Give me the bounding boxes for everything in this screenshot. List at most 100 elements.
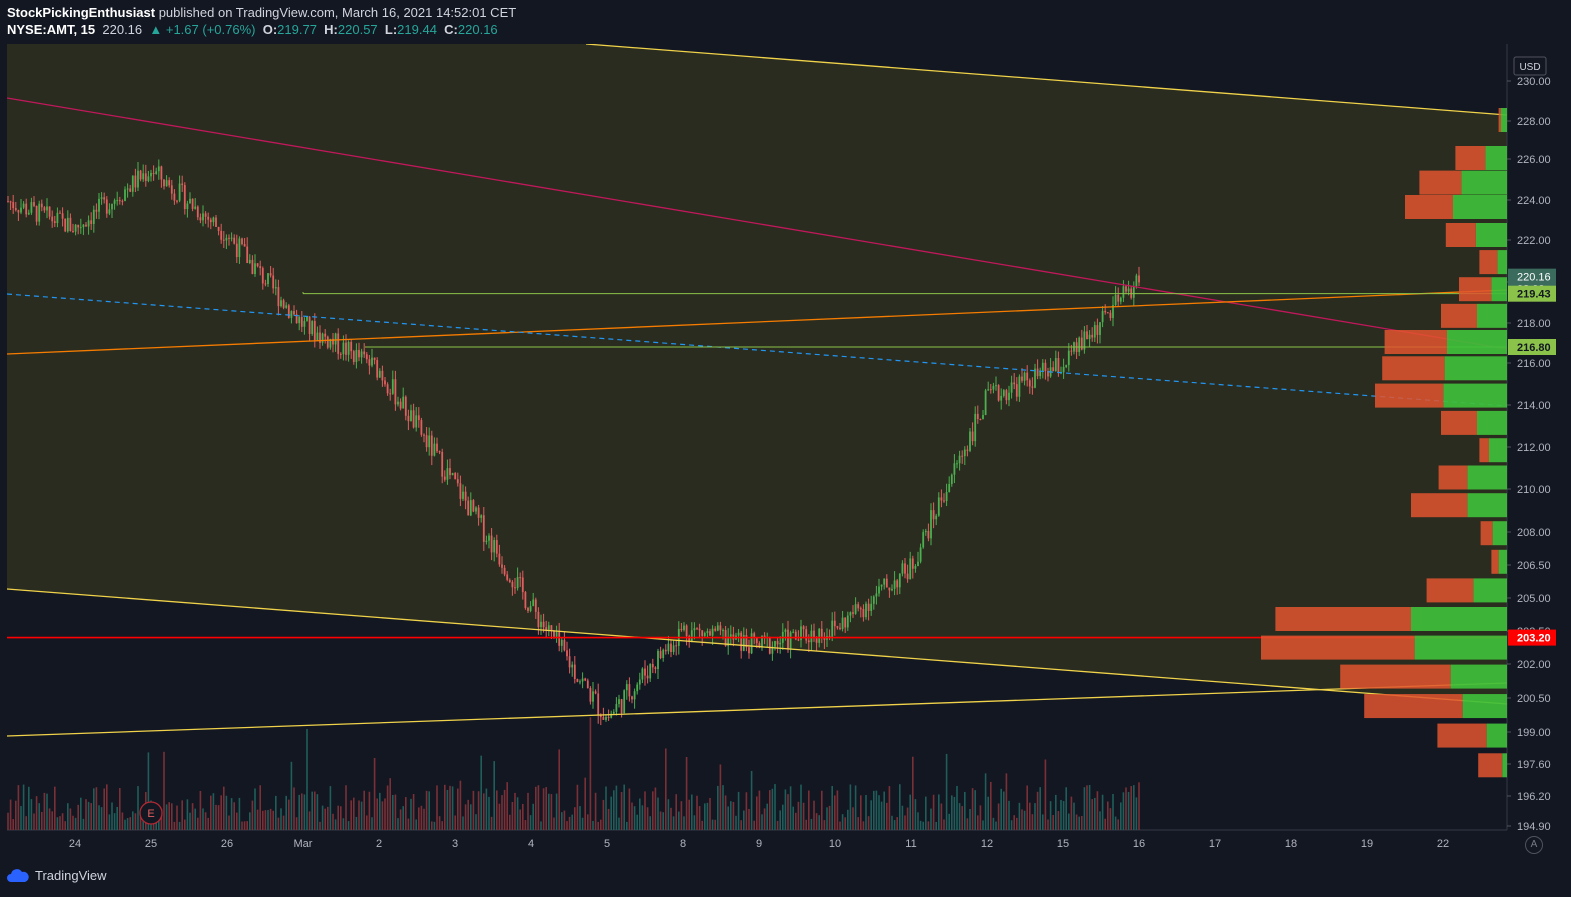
- volume-bar: [639, 798, 641, 830]
- level-label-box: [1508, 629, 1556, 646]
- candle: [675, 645, 678, 647]
- candle: [932, 510, 935, 520]
- volume-bar: [337, 805, 339, 830]
- candle: [454, 473, 457, 480]
- candle: [703, 633, 706, 636]
- volume-bar: [839, 821, 841, 830]
- candle: [581, 678, 584, 682]
- price-chart[interactable]: EUSD230.00228.00226.00224.00222.00220.00…: [0, 44, 1571, 860]
- volume-bar: [467, 799, 469, 830]
- volume-bar: [854, 785, 857, 830]
- candle: [521, 577, 524, 593]
- volume-bar: [342, 818, 345, 830]
- candle: [103, 197, 106, 200]
- candle: [693, 628, 696, 631]
- currency-badge[interactable]: [1513, 56, 1547, 76]
- volume-bar: [709, 797, 711, 830]
- volume-bar: [1055, 794, 1057, 830]
- volume-bar: [163, 751, 165, 830]
- volume-bar: [722, 785, 724, 830]
- candle: [995, 385, 997, 387]
- volume-bar: [405, 797, 407, 830]
- volume-bar: [995, 821, 997, 830]
- volume-bar: [386, 785, 389, 830]
- volume-bar: [672, 816, 675, 830]
- volume-bar: [522, 803, 524, 830]
- price-tick-label: 226.00: [1517, 154, 1551, 166]
- tradingview-logo[interactable]: TradingView: [7, 868, 107, 883]
- volume-bar: [589, 717, 592, 830]
- volume-bar: [1057, 811, 1060, 830]
- candle: [334, 333, 337, 345]
- volume-bar: [1101, 794, 1104, 830]
- vp-buy-bar: [1462, 694, 1507, 719]
- time-tick-label: 26: [221, 838, 233, 850]
- volume-bar: [802, 802, 805, 830]
- candle: [33, 202, 35, 206]
- time-axis[interactable]: 24 25 26 Mar 2 3 4 5 8 9 10 11 12 15 16 17 18 19 22: [69, 838, 1449, 850]
- symbol-label[interactable]: NYSE:AMT, 15: [7, 22, 96, 37]
- volume-bar: [191, 803, 194, 830]
- volume-bar: [904, 815, 906, 830]
- time-tick-label: 11: [905, 838, 916, 850]
- level-label-box: [1508, 339, 1556, 355]
- volume-bar: [891, 815, 893, 830]
- volume-bar: [756, 796, 758, 830]
- price-tick-label: 202.00: [1517, 659, 1551, 671]
- price-tick-label: 206.50: [1517, 560, 1551, 572]
- volume-bar: [246, 821, 248, 830]
- volume-bar: [527, 792, 529, 830]
- volume-bar: [501, 795, 503, 830]
- candle: [974, 413, 977, 442]
- volume-bar: [912, 756, 914, 830]
- volume-bar: [727, 806, 729, 830]
- candle: [165, 180, 168, 187]
- candle: [449, 468, 451, 476]
- volume-bar: [139, 816, 142, 830]
- volume-bar: [901, 805, 904, 830]
- volume-bar: [1094, 797, 1096, 830]
- low-label: L:: [384, 22, 398, 37]
- volume-bar: [314, 791, 316, 830]
- price-axis[interactable]: USD230.00228.00226.00224.00222.00220.002…: [1507, 56, 1556, 833]
- volume-bar: [1135, 797, 1138, 830]
- candle: [794, 631, 797, 640]
- vp-buy-bar: [1411, 607, 1507, 631]
- volume-bar: [431, 821, 433, 830]
- candle: [888, 587, 891, 591]
- volume-bar: [753, 820, 755, 830]
- auto-scale-button[interactable]: A: [1525, 836, 1543, 854]
- candle: [755, 638, 758, 644]
- candle: [118, 200, 121, 202]
- price-tick-label: 196.20: [1517, 791, 1551, 803]
- volume-bar: [410, 798, 412, 830]
- candle: [1057, 358, 1060, 373]
- price-tick-label: 210.00: [1517, 484, 1551, 496]
- vp-sell-bar: [1459, 277, 1492, 302]
- candle: [1135, 275, 1138, 287]
- vp-buy-bar: [1447, 330, 1507, 354]
- candle: [428, 435, 431, 448]
- candle: [1070, 350, 1073, 352]
- candle: [235, 243, 238, 258]
- volume-bar: [940, 803, 943, 830]
- candle: [467, 500, 470, 516]
- author-name[interactable]: StockPickingEnthusiast: [7, 5, 156, 20]
- candle: [378, 370, 381, 378]
- candle: [670, 643, 672, 652]
- volume-bar: [35, 796, 38, 830]
- candle: [573, 664, 576, 680]
- volume-bar: [202, 808, 204, 830]
- volume-bar: [28, 786, 30, 830]
- volume-bar: [360, 801, 363, 830]
- candle: [501, 564, 503, 568]
- volume-bar: [1044, 759, 1047, 830]
- candle: [472, 500, 475, 512]
- volume-bar: [38, 803, 40, 830]
- earnings-marker[interactable]: [139, 801, 163, 825]
- candle: [170, 185, 173, 194]
- candle: [514, 587, 516, 589]
- candle: [17, 210, 20, 213]
- volume-bar: [529, 815, 532, 830]
- volume-bar: [821, 790, 823, 830]
